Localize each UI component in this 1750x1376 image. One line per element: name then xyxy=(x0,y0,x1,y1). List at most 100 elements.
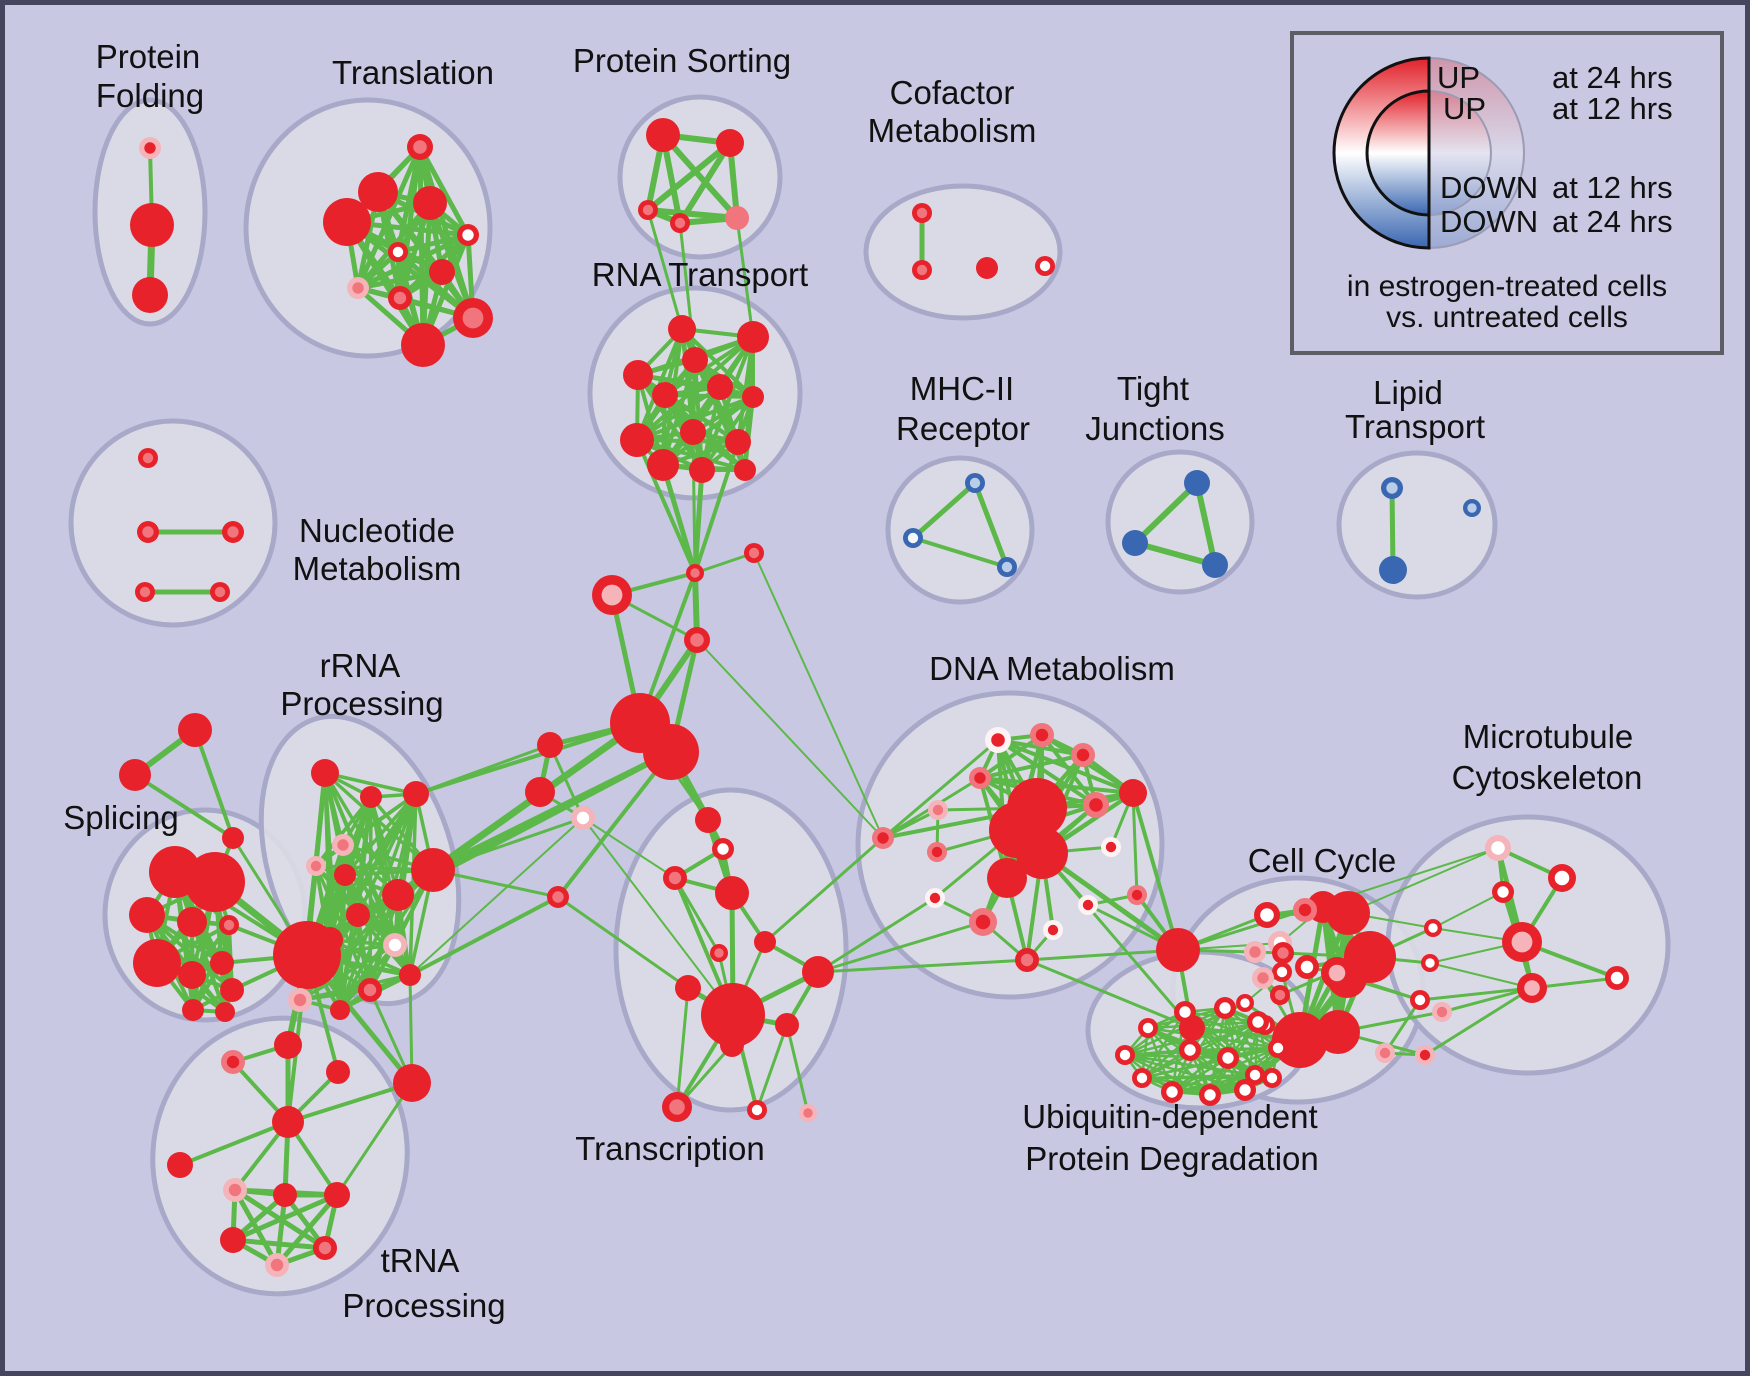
node-core xyxy=(929,892,941,904)
network-node xyxy=(715,876,749,910)
network-node xyxy=(393,1064,431,1102)
network-edge xyxy=(314,795,373,868)
network-node xyxy=(734,459,756,481)
cluster-label-microtubule-cytoskeleton: Cytoskeleton xyxy=(1452,759,1643,796)
network-edge xyxy=(755,1023,789,1112)
network-node xyxy=(707,374,733,400)
node-ring xyxy=(133,939,181,987)
network-node xyxy=(1421,954,1439,972)
network-node xyxy=(185,852,245,912)
node-core xyxy=(227,526,239,538)
node-ring xyxy=(178,713,212,747)
network-edge xyxy=(636,373,755,399)
network-node xyxy=(1432,1002,1452,1022)
network-node xyxy=(1245,1065,1265,1085)
network-node xyxy=(872,827,894,849)
node-ring xyxy=(646,118,680,152)
node-ring xyxy=(326,1060,350,1084)
network-node xyxy=(1295,955,1319,979)
legend-time-label: at 12 hrs xyxy=(1552,91,1673,126)
network-edge xyxy=(1423,986,1534,1057)
network-edge xyxy=(338,893,400,1012)
node-core xyxy=(1076,748,1090,762)
node-core xyxy=(462,307,484,329)
legend-time-label: at 12 hrs xyxy=(1552,170,1673,205)
network-node xyxy=(1184,470,1210,496)
network-edge xyxy=(1429,962,1533,989)
network-edge xyxy=(582,817,734,1016)
network-node xyxy=(912,260,932,280)
network-edge xyxy=(661,395,755,467)
network-node xyxy=(1214,997,1236,1019)
node-ring xyxy=(742,386,764,408)
network-node xyxy=(712,838,734,860)
network-node xyxy=(1272,962,1292,982)
node-core xyxy=(1089,798,1103,812)
network-node xyxy=(137,521,159,543)
network-edge xyxy=(696,639,884,839)
network-node xyxy=(306,856,326,876)
cluster-label-protein-folding: Protein xyxy=(96,38,201,75)
network-node xyxy=(1272,942,1294,964)
cluster-label-tight-junctions: Junctions xyxy=(1085,410,1224,447)
network-node xyxy=(1254,902,1280,928)
node-core xyxy=(1328,964,1346,982)
network-node xyxy=(1548,864,1576,892)
legend-time-label: at 24 hrs xyxy=(1552,204,1673,239)
node-ring xyxy=(754,931,776,953)
network-node xyxy=(1605,966,1629,990)
node-core xyxy=(228,1183,242,1197)
node-ring xyxy=(525,777,555,807)
node-ring xyxy=(623,360,653,390)
cluster-label-splicing: Splicing xyxy=(63,799,179,836)
cluster-label-nucleotide-metabolism: Nucleotide xyxy=(299,512,455,549)
network-node xyxy=(1252,967,1274,989)
network-node xyxy=(1071,743,1095,767)
network-node xyxy=(1122,530,1148,556)
node-core xyxy=(803,1108,813,1118)
node-ring xyxy=(643,724,699,780)
network-edge xyxy=(1025,958,1194,1030)
node-core xyxy=(214,586,226,598)
node-ring xyxy=(411,848,455,892)
node-ring xyxy=(311,759,339,787)
network-edge xyxy=(978,753,1085,780)
network-edge xyxy=(1170,1073,1257,1094)
node-core xyxy=(1266,1072,1278,1084)
network-edge xyxy=(1188,1020,1260,1052)
network-edge xyxy=(414,721,642,796)
network-node xyxy=(388,242,408,262)
network-node xyxy=(1492,881,1514,903)
network-edge xyxy=(230,1192,340,1243)
node-ring xyxy=(129,897,165,933)
node-core xyxy=(310,860,322,872)
network-node xyxy=(222,827,244,849)
network-edge xyxy=(582,817,676,879)
network-node xyxy=(129,897,165,933)
network-nodes xyxy=(119,118,1629,1277)
cluster-ellipse-tight-junctions xyxy=(1105,449,1255,595)
network-edge xyxy=(693,440,740,575)
node-core xyxy=(1511,931,1533,953)
cluster-ellipse-mhc-ii-receptor xyxy=(885,455,1035,605)
network-node xyxy=(1119,779,1147,807)
network-node xyxy=(1199,1084,1221,1106)
node-ring xyxy=(346,903,370,927)
network-node xyxy=(686,564,704,582)
network-node xyxy=(1030,723,1054,747)
network-node xyxy=(1217,1047,1239,1069)
network-node xyxy=(274,1031,302,1059)
network-node xyxy=(383,933,407,957)
cluster-label-ubiquitin-degradation: Protein Degradation xyxy=(1025,1140,1319,1177)
network-edge xyxy=(1194,480,1218,568)
network-edge xyxy=(1040,851,1194,1030)
node-ring xyxy=(1119,779,1147,807)
network-node xyxy=(311,759,339,787)
cluster-ellipse-lipid-transport xyxy=(1336,450,1498,600)
network-edge xyxy=(910,480,978,541)
node-core xyxy=(1082,899,1094,911)
node-core xyxy=(139,586,151,598)
network-edge xyxy=(735,216,755,339)
network-node xyxy=(330,1000,350,1020)
node-ring xyxy=(215,1002,235,1022)
